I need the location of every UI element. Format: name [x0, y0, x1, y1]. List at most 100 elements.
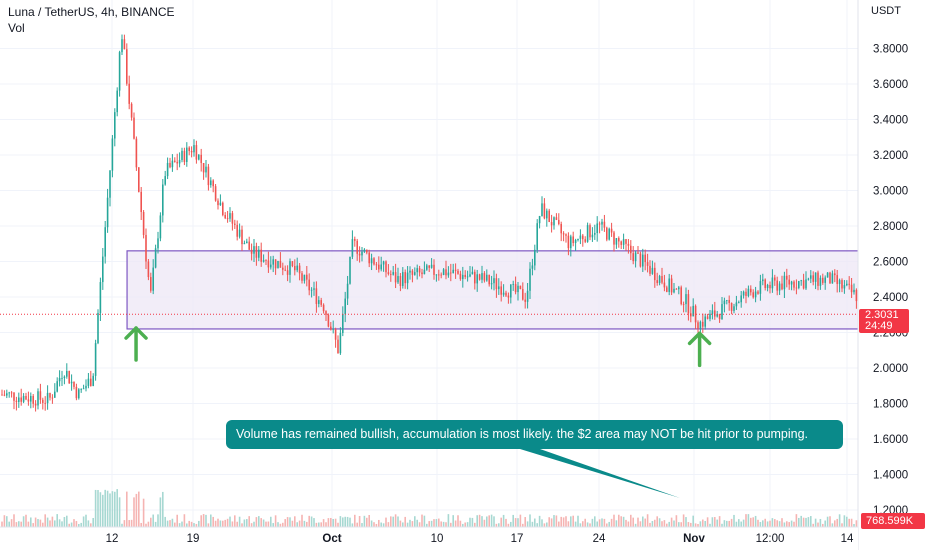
candle-down	[428, 265, 430, 268]
candle-up	[22, 396, 25, 402]
candle-up	[104, 227, 106, 257]
volume-bar	[313, 518, 315, 527]
volume-bar	[769, 520, 771, 527]
candle-up	[435, 274, 438, 276]
candle-up	[538, 216, 541, 224]
annotation-callout[interactable]: Volume has remained bullish, accumulatio…	[226, 420, 843, 449]
volume-bar	[102, 494, 104, 527]
candle-up	[61, 377, 63, 379]
candle-down	[123, 39, 126, 50]
volume-bar	[294, 516, 296, 527]
volume-bar	[466, 522, 469, 527]
volume-bar	[414, 516, 416, 527]
candle-up	[121, 39, 123, 53]
volume-bar	[478, 514, 481, 527]
volume-bar	[678, 522, 680, 527]
candle-down	[334, 328, 337, 340]
volume-bar	[562, 517, 565, 527]
candle-down	[222, 202, 224, 216]
candle-down	[841, 280, 843, 289]
candle-up	[721, 304, 723, 320]
candle-up	[78, 389, 80, 399]
volume-bar	[586, 522, 589, 527]
volume-bar	[126, 491, 128, 527]
volume-bar	[510, 521, 512, 527]
range-box	[126, 250, 885, 330]
volume-bar	[714, 517, 716, 527]
candle-up	[277, 260, 279, 269]
volume-bar	[522, 523, 524, 527]
volume-bar	[339, 516, 342, 527]
support-arrows	[124, 326, 885, 368]
volume-bar	[805, 517, 807, 527]
candle-up	[332, 328, 334, 330]
candle-down	[438, 274, 440, 276]
candle-down	[558, 219, 560, 225]
volume-bar	[442, 521, 445, 527]
candle-down	[507, 295, 510, 298]
volume-bar	[181, 521, 183, 527]
volume-bar	[450, 522, 452, 527]
candle-down	[73, 381, 75, 387]
candle-up	[166, 162, 169, 177]
candle-up	[409, 270, 411, 273]
volume-bar	[253, 521, 255, 527]
candle-down	[34, 403, 37, 406]
volume-bar	[589, 523, 591, 527]
candle-down	[282, 267, 284, 270]
candle-down	[1, 394, 3, 396]
price-tick-label: 3.0000	[873, 186, 908, 198]
candle-down	[217, 200, 219, 206]
symbol-title[interactable]: Luna / TetherUS, 4h, BINANCE	[8, 5, 175, 19]
candle-down	[90, 378, 92, 386]
candle-up	[351, 239, 354, 257]
volume-bar	[90, 523, 92, 527]
candle-up	[699, 321, 702, 329]
time-tick-label: 10	[431, 533, 444, 545]
volume-bar	[30, 517, 32, 527]
candle-down	[51, 397, 54, 399]
candle-down	[795, 287, 798, 289]
volume-bar	[399, 520, 402, 527]
volume-bar	[13, 514, 15, 527]
volume-bar	[740, 521, 742, 527]
volume-bar	[846, 516, 848, 527]
candle-up	[46, 392, 49, 404]
volume-bar	[92, 517, 94, 527]
candle-up	[289, 261, 291, 275]
volume-bar	[582, 521, 584, 527]
volume-bar	[790, 520, 793, 527]
candle-down	[478, 274, 481, 280]
candle-up	[58, 377, 61, 382]
volume-bar	[543, 523, 546, 527]
volume-indicator-label[interactable]: Vol	[8, 21, 25, 35]
candle-down	[301, 273, 303, 281]
candle-up	[380, 264, 382, 270]
volume-bar	[766, 521, 769, 527]
volume-bar	[694, 523, 697, 527]
volume-bar	[646, 514, 649, 527]
volume-bar	[692, 515, 694, 527]
candle-down	[128, 83, 130, 104]
volume-bar	[406, 522, 409, 527]
candle-down	[42, 399, 44, 403]
volume-bar	[140, 522, 142, 527]
candle-up	[526, 290, 529, 302]
candle-up	[790, 281, 793, 285]
candle-down	[654, 267, 656, 281]
volume-bar	[548, 517, 550, 527]
candle-down	[752, 292, 754, 298]
volume-bar	[114, 491, 116, 527]
candle-down	[320, 300, 322, 305]
volume-bar	[483, 519, 486, 527]
volume-bar	[310, 516, 313, 527]
volume-bar	[361, 523, 363, 527]
candle-up	[18, 397, 20, 402]
volume-bar	[356, 522, 358, 527]
volume-bar	[159, 497, 162, 527]
volume-bar	[243, 519, 246, 527]
axis-unit: USDT	[871, 5, 901, 17]
volume-bar	[512, 514, 514, 527]
volume-bar	[315, 522, 318, 527]
